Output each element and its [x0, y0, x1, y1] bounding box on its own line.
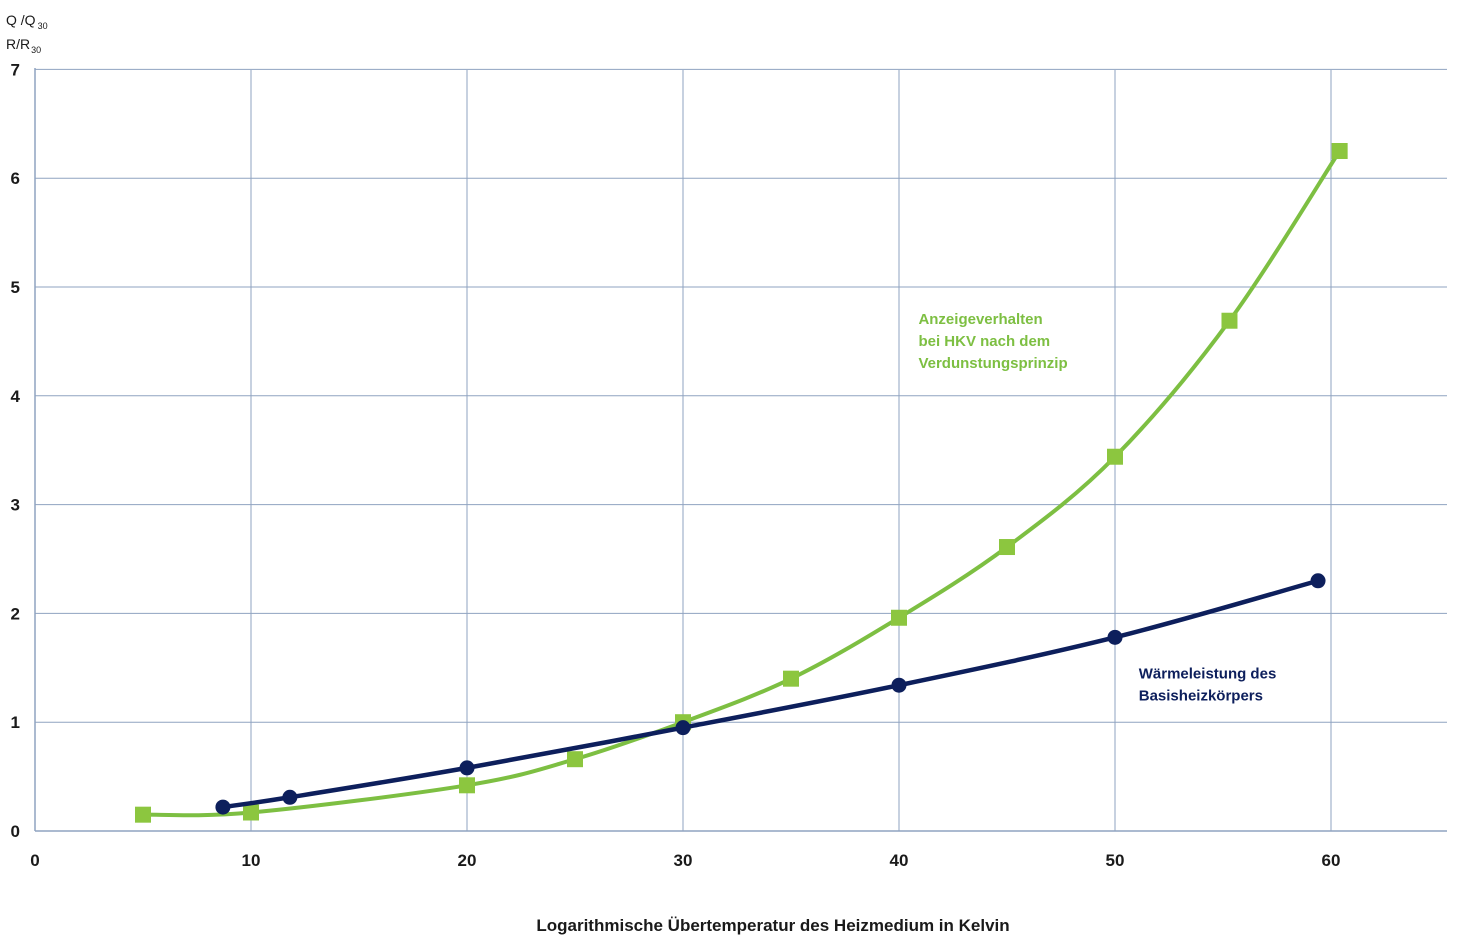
y-tick-label: 0: [11, 822, 20, 841]
annotation-line: Verdunstungsprinzip: [918, 355, 1067, 372]
data-point-square: [135, 806, 151, 823]
x-tick-label: 30: [674, 851, 693, 870]
data-point-square: [891, 609, 907, 626]
annotation-navy: Wärmeleistung des Basisheizkörpers: [1139, 666, 1277, 705]
x-axis-label: Logarithmische Übertemperatur des Heizme…: [536, 916, 1009, 935]
data-point-square: [1107, 448, 1123, 465]
data-point-circle: [675, 720, 691, 736]
annotation-line: Anzeigeverhalten: [918, 311, 1042, 328]
x-tick-label: 40: [890, 851, 909, 870]
y-axis-label-line2: R/R30: [6, 36, 41, 55]
y-tick-label: 4: [11, 387, 21, 406]
data-point-square: [459, 777, 475, 794]
y-tick-label: 6: [11, 169, 20, 188]
series-green: [135, 143, 1348, 823]
annotation-green: Anzeigeverhalten bei HKV nach dem Verdunst…: [918, 311, 1067, 372]
x-tick-label: 50: [1106, 851, 1125, 870]
series-line-green: [141, 149, 1342, 818]
series-layer: [135, 143, 1348, 823]
data-point-square: [1331, 143, 1348, 159]
grid: [34, 68, 1447, 832]
x-tick-label: 10: [242, 851, 261, 870]
data-point-square: [999, 539, 1015, 556]
data-point-square: [243, 804, 259, 821]
y-axis-label-line1: Q /Q 30: [6, 12, 48, 31]
x-tick-label: 60: [1322, 851, 1341, 870]
tick-labels: 0 1 2 3 4 5 6 7 0 10 20 30 40 50 60: [11, 60, 1341, 870]
annotation-line: bei HKV nach dem: [918, 333, 1050, 350]
annotation-line: Basisheizkörpers: [1139, 688, 1263, 705]
y-tick-label: 3: [11, 496, 20, 515]
data-point-circle: [1107, 629, 1123, 645]
data-point-circle: [1310, 573, 1326, 589]
y-tick-label: 5: [11, 278, 20, 297]
x-tick-label: 0: [30, 851, 39, 870]
x-tick-label: 20: [458, 851, 477, 870]
data-point-circle: [215, 799, 231, 815]
data-point-circle: [459, 760, 475, 776]
y-tick-label: 2: [11, 604, 20, 623]
data-point-square: [783, 670, 799, 687]
data-point-square: [567, 751, 583, 768]
data-point-circle: [891, 677, 907, 693]
annotations: Anzeigeverhalten bei HKV nach dem Verdunst…: [918, 311, 1276, 705]
y-tick-label: 1: [11, 713, 20, 732]
data-point-square: [1221, 312, 1238, 329]
y-tick-label: 7: [11, 60, 20, 79]
data-point-circle: [282, 789, 298, 805]
annotation-line: Wärmeleistung des: [1139, 666, 1277, 683]
series-navy: [215, 573, 1326, 815]
